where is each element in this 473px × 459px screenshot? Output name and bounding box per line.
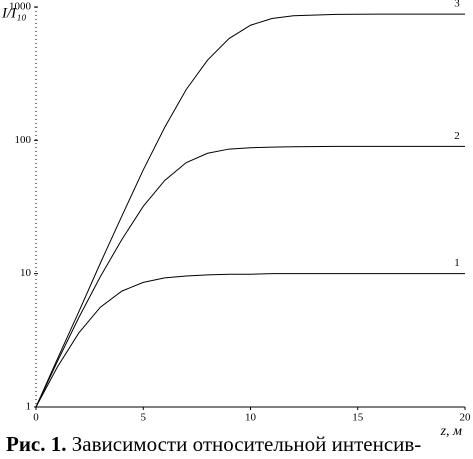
caption-label: Рис. 1. bbox=[6, 432, 67, 456]
x-tick-label: 15 bbox=[352, 412, 364, 424]
curve bbox=[35, 13, 465, 408]
curve-label: 2 bbox=[454, 130, 460, 142]
curve bbox=[35, 273, 465, 408]
y-tick-label: 1 bbox=[26, 401, 32, 413]
x-axis-label: z, м bbox=[440, 424, 462, 439]
curve bbox=[35, 145, 465, 408]
curve-label: 3 bbox=[454, 0, 460, 10]
y-axis-label: I/I₁₀ bbox=[1, 5, 27, 21]
y-tick-label: 10 bbox=[20, 267, 32, 279]
curve-label: 1 bbox=[454, 257, 460, 269]
y-tick-label: 100 bbox=[15, 134, 32, 146]
caption: Рис. 1. Зависимости относительной интенс… bbox=[6, 432, 421, 456]
x-tick-label: 10 bbox=[245, 412, 257, 424]
caption-text: Зависимости относительной интенсив- bbox=[72, 432, 422, 456]
x-tick-label: 0 bbox=[33, 412, 39, 424]
x-tick-label: 5 bbox=[141, 412, 147, 424]
x-tick-label: 20 bbox=[460, 412, 472, 424]
y-tick-label: 1000 bbox=[9, 1, 32, 13]
